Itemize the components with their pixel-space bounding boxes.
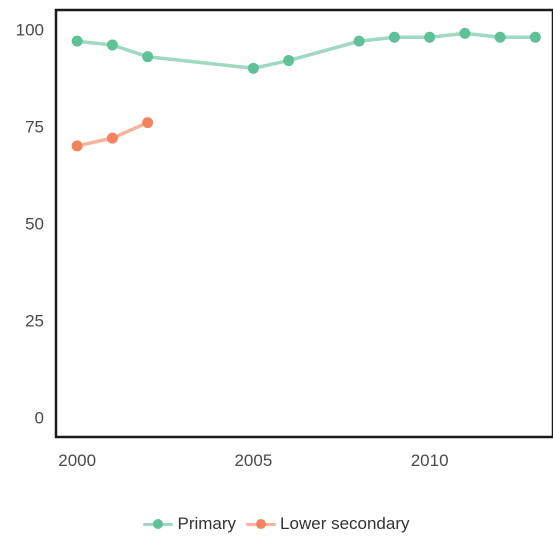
data-point-lower-secondary [71,140,83,152]
legend-label-lower-secondary: Lower secondary [280,514,410,533]
data-point-primary [353,35,365,47]
data-point-primary [71,35,83,47]
data-point-primary [529,31,541,43]
legend-swatch-lower-secondary [246,518,277,530]
series-layer [71,27,541,152]
legend-swatch-primary [143,518,174,530]
data-point-primary [106,39,118,51]
y-tick-label: 0 [35,408,44,427]
legend-dot-primary [153,519,164,529]
chart-legend: Primary Lower secondary [0,514,553,534]
y-tick-label: 50 [25,215,44,234]
x-tick-label: 2000 [58,451,96,470]
legend-dot-lower-secondary [256,519,267,529]
data-point-primary [388,31,400,43]
y-tick-label: 25 [25,311,44,330]
data-point-lower-secondary [106,132,118,144]
legend-item-lower-secondary[interactable]: Lower secondary [246,514,410,534]
x-tick-label: 2010 [411,451,449,470]
data-point-primary [494,31,506,43]
legend-item-primary[interactable]: Primary [143,514,236,534]
axes-layer: 0 25 50 75 100 2000 2005 2010 [16,8,553,470]
data-point-primary [283,55,295,67]
plot-frame [54,8,553,439]
y-tick-label: 100 [16,21,44,40]
series-line-primary [75,31,538,71]
legend-label-primary: Primary [177,514,237,533]
data-point-lower-secondary [142,117,154,129]
y-tick-label: 75 [25,118,44,137]
data-point-primary [247,62,259,74]
data-point-primary [142,51,154,63]
data-point-primary [424,31,436,43]
x-tick-label: 2005 [234,451,272,470]
data-point-primary [459,27,471,39]
